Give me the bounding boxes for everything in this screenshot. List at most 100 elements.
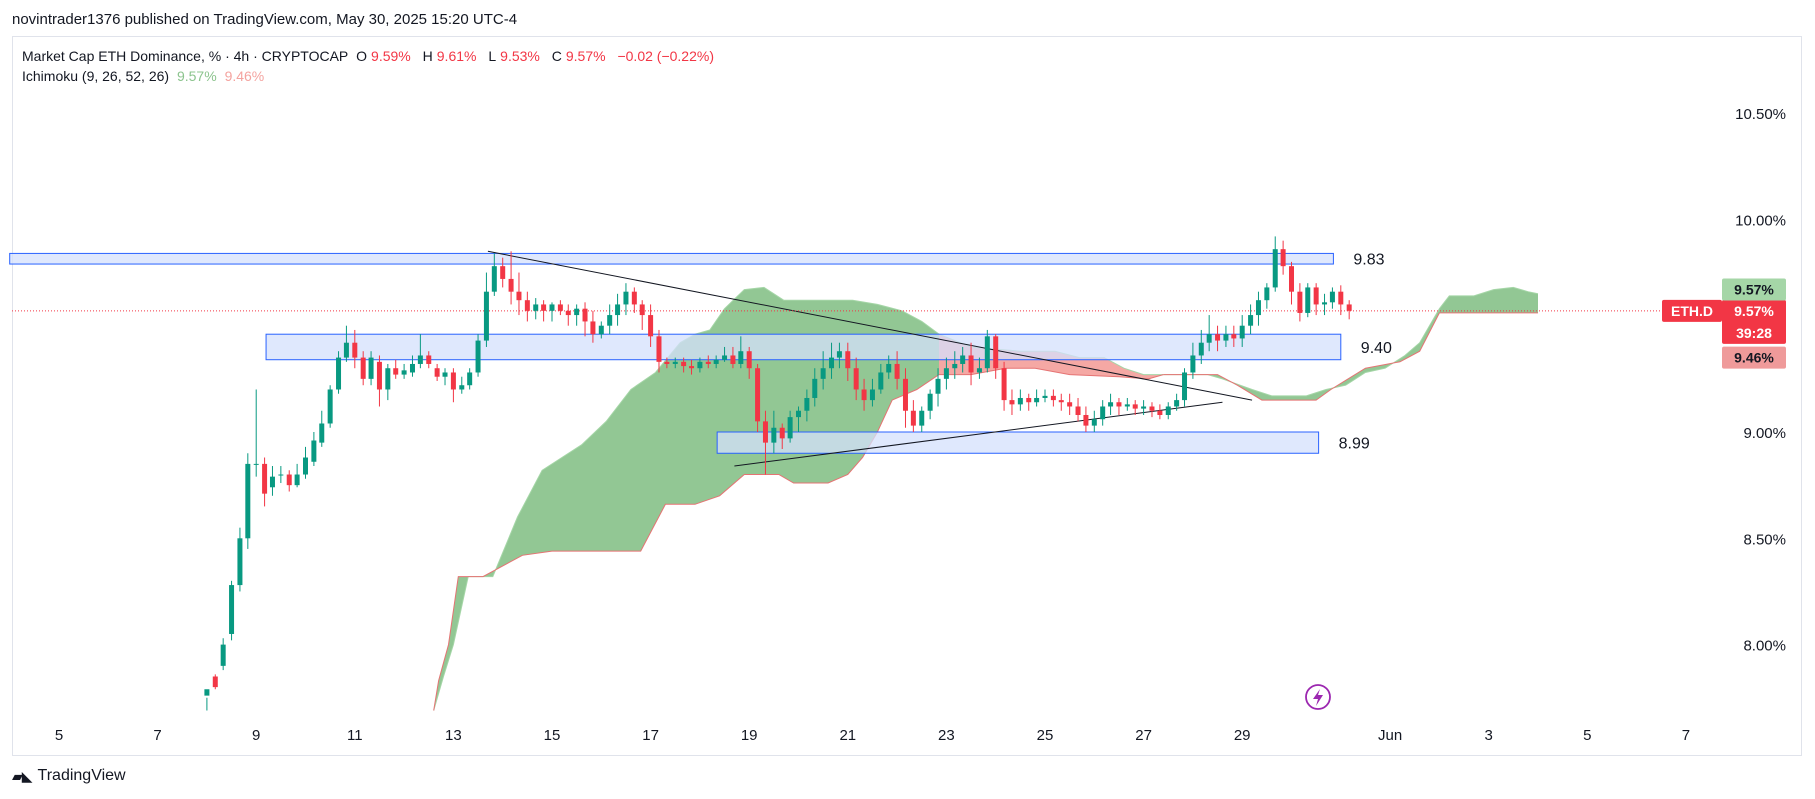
candle — [1058, 393, 1064, 411]
candle-body — [352, 342, 358, 358]
candle-body — [229, 585, 235, 634]
candle-body — [1083, 414, 1089, 426]
candle-body — [886, 363, 892, 373]
candles-layer — [204, 236, 1352, 711]
candle — [426, 351, 432, 369]
candle-body — [294, 474, 300, 486]
candle-body — [1231, 334, 1237, 339]
candle — [1050, 389, 1056, 407]
candle — [829, 342, 835, 379]
candle-body — [426, 355, 432, 364]
candle-body — [755, 368, 761, 422]
candle-body — [1198, 342, 1204, 356]
candle — [960, 346, 966, 373]
leading-span-a-2 — [1163, 286, 1539, 397]
candle-body — [1141, 406, 1147, 409]
candle — [607, 304, 613, 335]
candle-body — [1009, 400, 1015, 405]
candle — [1017, 389, 1023, 411]
candle-body — [1206, 334, 1212, 343]
candle-body — [278, 474, 284, 476]
y-tick-label: 10.50% — [1735, 106, 1786, 123]
candle — [574, 304, 580, 326]
candle-body — [434, 368, 440, 377]
candle-body — [607, 315, 613, 326]
candle-body — [1149, 406, 1155, 411]
candle-body — [919, 410, 925, 426]
candle — [533, 298, 539, 320]
candle — [500, 257, 506, 288]
candle — [524, 291, 530, 322]
x-tick-label: 9 — [252, 727, 260, 744]
candle-body — [1174, 400, 1180, 407]
candle — [804, 389, 810, 422]
candle — [796, 406, 801, 432]
candle — [1026, 393, 1032, 411]
candle-body — [450, 372, 456, 390]
tradingview-logo-icon: ▰◣ — [12, 767, 33, 784]
candle-body — [738, 351, 744, 364]
candle — [598, 321, 604, 339]
x-tick-label: 23 — [938, 727, 955, 744]
candle-body — [829, 357, 835, 369]
candle — [738, 336, 744, 369]
candle — [1313, 283, 1319, 316]
candle — [319, 410, 325, 447]
candle-body — [483, 291, 489, 341]
candle-body — [943, 368, 949, 379]
candle — [516, 272, 522, 316]
candle-body — [845, 351, 851, 369]
candle-body — [508, 278, 514, 292]
candle — [360, 351, 366, 386]
candle — [968, 342, 974, 386]
candle — [1067, 393, 1073, 415]
candle — [705, 355, 711, 369]
candle-body — [1017, 397, 1023, 405]
candle — [878, 363, 884, 394]
candle — [1149, 402, 1155, 418]
candle-body — [1239, 325, 1245, 339]
candle-body — [565, 310, 571, 316]
price-badge-value: 9.57% — [1734, 303, 1774, 319]
flash-icon[interactable] — [1305, 684, 1331, 710]
candle — [853, 357, 859, 401]
indicator-badge-value-1: 9.46% — [1734, 350, 1774, 366]
candle — [220, 638, 226, 671]
candle — [1264, 283, 1270, 309]
legend-indicator-value-2: 9.46% — [224, 68, 265, 84]
candle — [681, 357, 687, 373]
candle — [836, 342, 842, 369]
candle-body — [894, 363, 900, 379]
last-price-badge: ETH.D 9.57% 39:28 — [1662, 299, 1786, 344]
candle — [253, 389, 259, 477]
candle — [1091, 410, 1097, 432]
candle-body — [1058, 400, 1064, 403]
candle — [1346, 300, 1352, 320]
candle-body — [878, 372, 884, 390]
tradingview-logo[interactable]: ▰◣ TradingView — [12, 767, 126, 785]
candle — [467, 368, 473, 390]
candle — [294, 463, 300, 488]
candle-body — [549, 304, 555, 311]
candle-body — [245, 463, 251, 539]
candle — [409, 355, 415, 377]
candle-body — [968, 355, 974, 373]
legend-symbol[interactable]: Market Cap ETH Dominance, % · 4h · CRYPT… — [22, 48, 349, 64]
candle — [746, 346, 752, 379]
candle-body — [1248, 315, 1254, 326]
legend-indicator[interactable]: Ichimoku (9, 26, 52, 26) — [22, 68, 170, 84]
candle — [204, 689, 210, 711]
legend-change: −0.02 (−0.22%) — [617, 48, 714, 64]
candle-body — [459, 385, 465, 390]
candle — [656, 329, 662, 373]
candle-body — [303, 457, 308, 475]
candle-body — [1338, 291, 1344, 305]
candle — [755, 363, 761, 432]
x-tick-label: 27 — [1135, 727, 1152, 744]
candle-body — [574, 308, 580, 316]
candle — [1206, 315, 1212, 352]
y-tick-label: 8.50% — [1743, 531, 1786, 548]
candle-body — [1289, 266, 1294, 292]
candle-body — [1297, 291, 1303, 313]
